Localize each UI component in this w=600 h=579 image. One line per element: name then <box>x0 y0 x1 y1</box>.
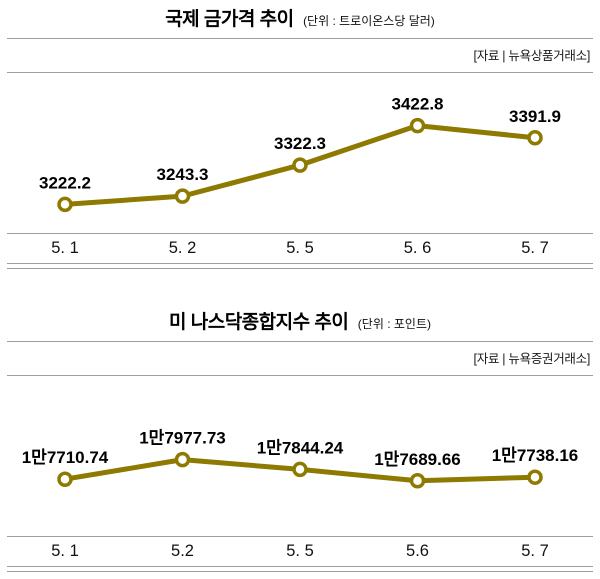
point-value-label: 1만7977.73 <box>139 428 226 447</box>
gold-chart-source: [자료 | 뉴욕상품거래소] <box>473 48 591 63</box>
point-value-label: 3222.2 <box>39 173 91 192</box>
gold-chart-source-row: [자료 | 뉴욕상품거래소] <box>0 39 600 72</box>
x-axis-label: 5. 6 <box>403 238 432 257</box>
data-point-marker <box>57 471 73 487</box>
data-point-marker <box>174 451 191 468</box>
x-axis-label: 5. 5 <box>286 541 314 560</box>
x-axis-label: 5.6 <box>406 541 429 560</box>
divider <box>7 374 593 376</box>
nasdaq-chart-title: 미 나스닥종합지수 추이 <box>168 311 349 333</box>
x-axis-label: 5. 1 <box>51 541 79 560</box>
nasdaq-chart-unit-note: (단위 : 포인트) <box>357 316 431 331</box>
data-point-marker <box>292 461 308 477</box>
x-axis-label: 5. 5 <box>286 238 314 257</box>
x-axis-label: 5.2 <box>171 541 194 560</box>
gold-line-chart: 3222.2 3243.3 3322.3 3422.8 3391.9 <box>39 95 561 213</box>
point-value-label: 1만7844.24 <box>257 438 344 457</box>
x-axis-label: 5. 7 <box>521 541 549 560</box>
gold-price-section: 국제 금가격 추이 (단위 : 트로이온스당 달러) [자료 | 뉴욕상품거래소… <box>0 0 600 269</box>
divider <box>7 535 593 537</box>
divider <box>7 71 593 73</box>
x-axis-label: 5. 2 <box>168 238 197 257</box>
data-point-marker <box>409 117 426 134</box>
data-point-marker <box>409 472 426 489</box>
x-axis-label: 5. 1 <box>51 238 79 257</box>
nasdaq-line-chart: 1만7710.74 1만7977.73 1만7844.24 1만7689.66 1만77… <box>22 428 579 489</box>
x-axis-label: 5. 7 <box>521 238 549 257</box>
gold-chart-title: 국제 금가격 추이 <box>165 9 294 30</box>
divider <box>7 232 593 234</box>
point-value-label: 1만7710.74 <box>22 448 109 467</box>
point-value-label: 1만7738.16 <box>492 446 579 465</box>
data-point-marker <box>57 196 73 213</box>
gold-chart-bottom-rule <box>7 262 593 269</box>
gold-chart-x-axis: 5. 1 5. 2 5. 5 5. 6 5. 7 <box>0 234 600 263</box>
gold-chart-unit-note: (단위 : 트로이온스당 달러) <box>303 14 435 28</box>
nasdaq-chart-title-row: 미 나스닥종합지수 추이 (단위 : 포인트) <box>0 303 600 341</box>
data-point-marker <box>527 469 543 485</box>
point-value-label: 3322.3 <box>274 134 326 153</box>
point-value-label: 3243.3 <box>157 165 209 184</box>
nasdaq-section: 미 나스닥종합지수 추이 (단위 : 포인트) [자료 | 뉴욕증권거래소] 1… <box>0 303 600 572</box>
nasdaq-chart-source: [자료 | 뉴욕증권거래소] <box>473 351 591 366</box>
nasdaq-chart-x-axis: 5. 1 5.2 5. 5 5.6 5. 7 <box>0 537 600 566</box>
data-point-marker <box>527 129 543 146</box>
nasdaq-chart-source-row: [자료 | 뉴욕증권거래소] <box>0 342 600 375</box>
divider <box>7 340 593 342</box>
section-gap <box>0 269 600 303</box>
nasdaq-chart-bottom-rule <box>7 565 593 572</box>
point-value-label: 3422.8 <box>392 95 444 114</box>
divider <box>7 37 593 39</box>
data-point-marker <box>292 157 308 173</box>
data-point-marker <box>174 188 191 204</box>
point-value-label: 1만7689.66 <box>374 450 461 469</box>
gold-chart-title-row: 국제 금가격 추이 (단위 : 트로이온스당 달러) <box>0 0 600 38</box>
point-value-label: 3391.9 <box>509 107 561 126</box>
